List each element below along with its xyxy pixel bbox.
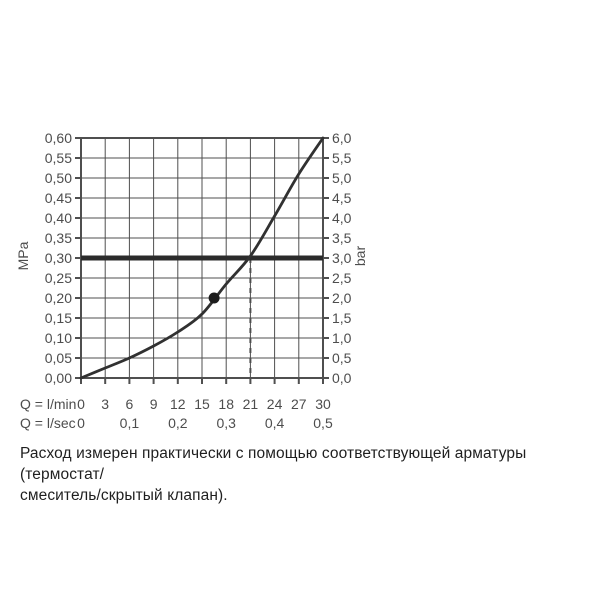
x-axis-lmin-tick-label: 9 [150,396,158,412]
y-right-tick-label: 2,5 [332,270,352,286]
y-left-tick-label: 0,00 [45,370,72,386]
caption-line-1: Расход измерен практически с помощью соо… [20,445,527,483]
x-axis-lsec-tick-label: 0,3 [216,415,236,431]
y-left-tick-label: 0,05 [45,350,72,366]
y-left-tick-label: 0,10 [45,330,72,346]
y-right-tick-label: 5,0 [332,170,352,186]
x-axis-lmin-tick-label: 27 [291,396,307,412]
x-axis-lmin-tick-label: 15 [194,396,210,412]
y-right-tick-label: 3,0 [332,250,352,266]
x-axis-lmin-tick-label: 3 [101,396,109,412]
flow-pressure-curve [79,136,325,380]
x-axis-lmin-tick-label: 21 [243,396,259,412]
y-left-tick-label: 0,45 [45,190,72,206]
x-axis-row1-unit-label: Q = l/min [20,396,76,412]
y-left-tick-label: 0,15 [45,310,72,326]
y-right-tick-label: 2,0 [332,290,352,306]
y-right-tick-label: 4,5 [332,190,352,206]
x-axis-lmin-tick-label: 6 [126,396,134,412]
x-axis-row2-unit-label: Q = l/sec [20,415,76,431]
y-right-tick-label: 6,0 [332,130,352,146]
flow-pressure-chart: 0,60 6,00,55 5,50,50 5,00,45 4,50,40 4,00,35 3… [15,130,368,431]
x-axis-lsec-tick-label: 0,2 [168,415,188,431]
x-axis-lsec-tick-label: 0,1 [120,415,140,431]
curve-marker-dot [208,292,220,304]
y-right-tick-label: 5,5 [332,150,352,166]
y-right-tick-label: 3,5 [332,230,352,246]
x-axis-lmin-tick-label: 30 [315,396,331,412]
y-right-tick-label: 0,5 [332,350,352,366]
chart-caption: Расход измерен практически с помощью соо… [20,443,586,506]
x-axis-lsec-tick-label: 0,4 [265,415,285,431]
x-axis-lmin-tick-label: 0 [77,396,85,412]
y-left-tick-label: 0,40 [45,210,72,226]
x-axis-lmin-tick-label: 24 [267,396,283,412]
caption-line-2: смеситель/скрытый клапан). [20,487,228,504]
y-left-tick-label: 0,20 [45,290,72,306]
y-right-tick-label: 4,0 [332,210,352,226]
y-left-tick-label: 0,60 [45,130,72,146]
y-right-tick-label: 1,5 [332,310,352,326]
x-axis-lmin-tick-label: 18 [218,396,234,412]
x-axis-lsec-tick-label: 0 [77,415,85,431]
y-left-tick-label: 0,35 [45,230,72,246]
y-left-tick-label: 0,25 [45,270,72,286]
y-left-axis-unit-label: MPa [15,241,31,270]
x-axis-lmin-tick-label: 12 [170,396,186,412]
y-right-tick-label: 0,0 [332,370,352,386]
x-axis-lsec-tick-label: 0,5 [313,415,333,431]
y-left-tick-label: 0,55 [45,150,72,166]
y-right-axis-unit-label: bar [352,246,368,267]
y-right-tick-label: 1,0 [332,330,352,346]
y-left-tick-label: 0,30 [45,250,72,266]
y-left-tick-label: 0,50 [45,170,72,186]
